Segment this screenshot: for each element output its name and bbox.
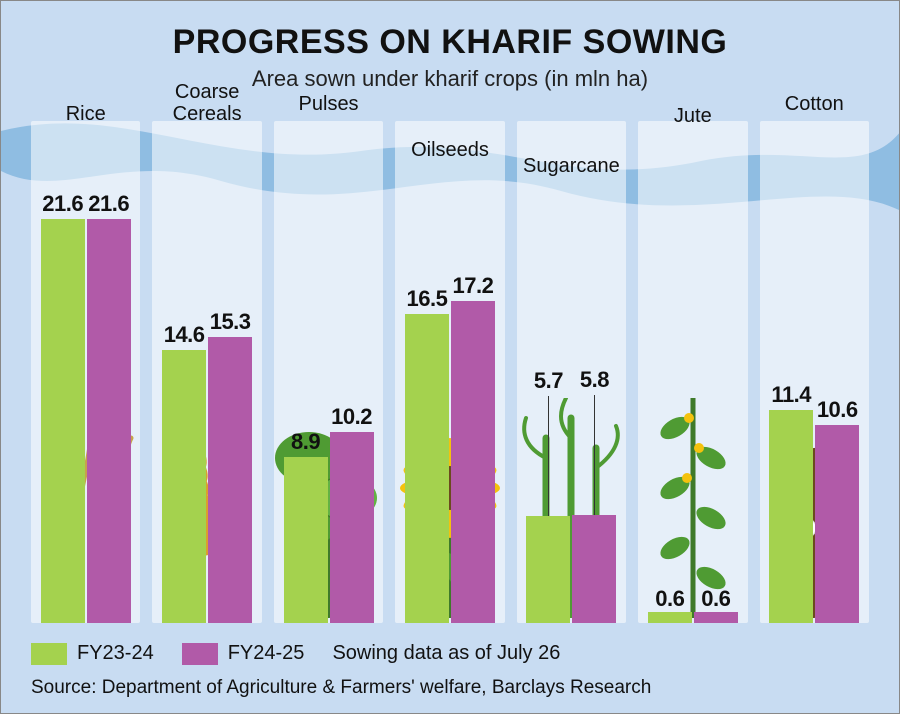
bar-group: Cotton11.410.6 [760,121,869,623]
chart-subtitle: Area sown under kharif crops (in mln ha) [1,66,899,92]
chart-title: PROGRESS ON KHARIF SOWING [1,23,899,62]
footer: FY23-24 FY24-25 Sowing data as of July 2… [31,642,869,699]
leader-line [594,395,595,515]
chart-source: Source: Department of Agriculture & Farm… [31,677,869,699]
bar: 16.5 [405,314,449,623]
bar-value-label: 10.2 [331,404,372,430]
bar: 0.6 [694,612,738,623]
leader-line [548,396,549,516]
bar-value-label: 0.6 [701,586,730,612]
bar-group: CoarseCereals14.615.3 [152,121,261,623]
series2-label: FY24-25 [228,642,305,665]
legend-series2: FY24-25 [182,642,305,665]
category-label: Cotton [785,93,844,115]
bar-value-label: 0.6 [655,586,684,612]
bar-value-label: 5.8 [580,367,609,393]
bar: 11.4 [769,410,813,623]
category-label: Sugarcane [523,155,620,177]
bar-value-label: 15.3 [210,309,251,335]
bar: 21.6 [87,219,131,623]
bar: 14.6 [162,350,206,623]
bar-value-label: 21.6 [88,191,129,217]
bar: 10.6 [815,425,859,623]
legend-series1: FY23-24 [31,642,154,665]
series1-label: FY23-24 [77,642,154,665]
infographic-frame: PROGRESS ON KHARIF SOWING Area sown unde… [0,0,900,714]
bar-group: Sugarcane5.75.8 [517,121,626,623]
bar-value-label: 17.2 [453,273,494,299]
bar-group: Jute0.60.6 [638,121,747,623]
bar-group: Pulses8.910.2 [274,121,383,623]
bar-value-label: 14.6 [164,322,205,348]
category-label: Pulses [299,93,359,115]
bar: 8.9 [284,457,328,623]
category-label: Jute [674,105,712,127]
header: PROGRESS ON KHARIF SOWING Area sown unde… [1,1,899,92]
series1-swatch [31,643,67,665]
bar: 5.7 [526,516,570,623]
bar: 5.8 [572,515,616,623]
bar: 10.2 [330,432,374,623]
bar-value-label: 10.6 [817,397,858,423]
bar-group: Oilseeds 16.517.2 [395,121,504,623]
bar: 17.2 [451,301,495,623]
legend-note: Sowing data as of July 26 [332,642,560,665]
category-label: Rice [66,103,106,125]
bar: 15.3 [208,337,252,623]
bar-value-label: 21.6 [42,191,83,217]
bar-chart: Rice21.621.6CoarseCereals14.615.3Pulses8… [31,121,869,623]
bar-value-label: 5.7 [534,368,563,394]
series2-swatch [182,643,218,665]
bar-value-label: 8.9 [291,429,320,455]
bar: 0.6 [648,612,692,623]
bar-group: Rice21.621.6 [31,121,140,623]
bar: 21.6 [41,219,85,623]
bar-value-label: 16.5 [407,286,448,312]
bar-value-label: 11.4 [771,382,811,408]
category-label: Oilseeds [411,139,489,161]
legend: FY23-24 FY24-25 Sowing data as of July 2… [31,642,869,665]
